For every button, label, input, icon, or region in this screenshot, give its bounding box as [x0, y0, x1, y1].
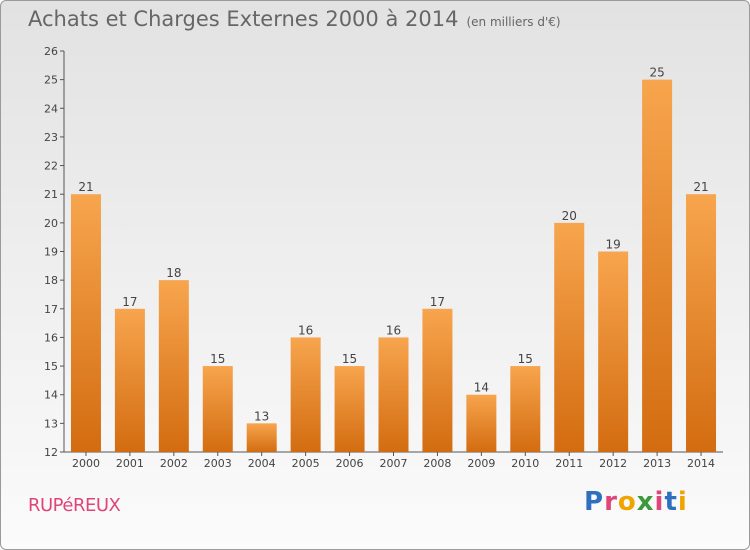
bar	[598, 251, 629, 452]
x-tick-label: 2007	[380, 457, 408, 470]
data-label: 15	[342, 352, 357, 366]
data-label: 17	[122, 295, 137, 309]
data-label: 20	[562, 209, 577, 223]
bar	[466, 394, 497, 452]
chart-title: Achats et Charges Externes 2000 à 2014 (e…	[28, 7, 561, 31]
bar	[246, 423, 277, 452]
data-label: 13	[254, 409, 269, 423]
x-tick-label: 2006	[336, 457, 364, 470]
bar	[642, 79, 673, 453]
logo-letter: i	[654, 487, 665, 517]
y-tick-label: 19	[44, 246, 58, 259]
data-label: 18	[166, 266, 181, 280]
bar	[378, 337, 409, 452]
y-tick-label: 26	[44, 45, 58, 58]
y-tick-label: 24	[44, 102, 58, 115]
chart-title-text: Achats et Charges Externes 2000 à 2014	[28, 7, 459, 31]
y-tick-label: 12	[44, 446, 58, 459]
data-label: 25	[649, 66, 664, 80]
bar	[422, 308, 453, 452]
bar	[686, 194, 717, 452]
logo-letter: P	[584, 487, 605, 517]
bar	[290, 337, 321, 452]
x-tick-label: 2009	[467, 457, 495, 470]
bar	[334, 366, 365, 452]
bar	[510, 366, 541, 452]
data-label: 16	[298, 323, 313, 337]
y-tick-label: 16	[44, 331, 58, 344]
x-tick-label: 2003	[204, 457, 232, 470]
city-name: RUPéREUX	[28, 495, 121, 516]
x-tick-label: 2008	[423, 457, 451, 470]
logo-letter: r	[604, 487, 618, 517]
x-tick-label: 2000	[72, 457, 100, 470]
logo-letter: o	[617, 487, 637, 517]
x-tick-label: 2011	[555, 457, 583, 470]
data-label: 16	[386, 323, 401, 337]
bar	[554, 222, 585, 452]
logo-letter: t	[664, 487, 678, 517]
y-tick-label: 17	[44, 303, 58, 316]
chart-unit: (en milliers d'€)	[466, 15, 561, 29]
data-label: 17	[430, 295, 445, 309]
data-label: 15	[210, 352, 225, 366]
data-label: 21	[693, 180, 708, 194]
chart-bars	[70, 79, 717, 453]
x-tick-label: 2001	[116, 457, 144, 470]
y-tick-label: 14	[44, 389, 58, 402]
y-tick-label: 13	[44, 417, 58, 430]
logo-letter: i	[677, 487, 688, 517]
x-tick-label: 2012	[599, 457, 627, 470]
y-tick-label: 18	[44, 274, 58, 287]
x-tick-label: 2002	[160, 457, 188, 470]
bar	[158, 280, 189, 452]
y-tick-label: 25	[44, 74, 58, 87]
y-tick-label: 20	[44, 217, 58, 230]
bar	[202, 366, 233, 452]
chart-axes: 12 13 14 15 16 17 18 19 20 21 22 23 24 25 26	[44, 45, 723, 459]
data-label: 15	[518, 352, 533, 366]
y-tick-label: 23	[44, 131, 58, 144]
data-label: 19	[606, 238, 621, 252]
proxiti-logo[interactable]: Proxiti	[584, 487, 688, 517]
x-tick-label: 2010	[511, 457, 539, 470]
chart-labels: 2000 21 2001 17 2002 18 2003 15 2004 13 2005 16 2006…	[72, 66, 715, 470]
bar	[114, 308, 145, 452]
y-tick-label: 15	[44, 360, 58, 373]
x-tick-label: 2004	[248, 457, 276, 470]
logo-letter: x	[636, 487, 655, 517]
y-tick-label: 21	[44, 188, 58, 201]
y-tick-label: 22	[44, 160, 58, 173]
x-tick-label: 2005	[292, 457, 320, 470]
x-tick-label: 2013	[643, 457, 671, 470]
data-label: 21	[78, 180, 93, 194]
bar	[70, 194, 101, 452]
data-label: 14	[474, 381, 489, 395]
x-tick-label: 2014	[687, 457, 715, 470]
